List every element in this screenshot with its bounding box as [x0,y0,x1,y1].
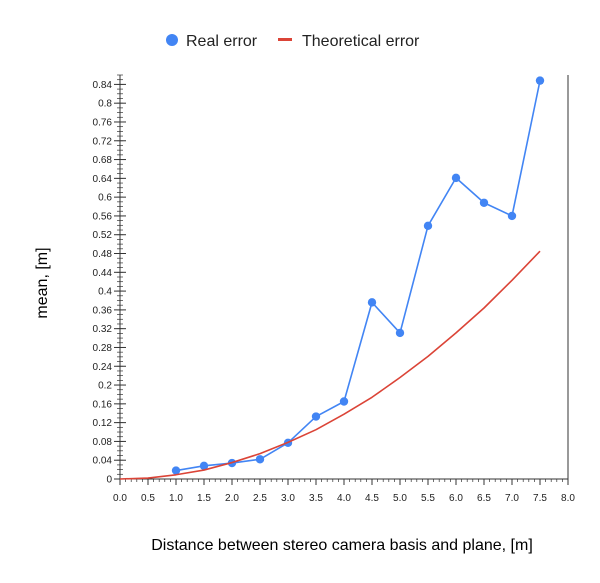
legend-marker-theoretical-error [278,38,292,41]
data-point-real-error [535,76,545,85]
y-tick-label: 0.32 [93,324,113,335]
x-tick-label: 4.5 [365,493,379,504]
data-point-real-error [367,298,377,307]
x-tick-label: 7.5 [533,493,547,504]
legend-marker-real-error [166,34,178,46]
x-tick-label: 7.0 [505,493,519,504]
data-point-real-error [171,466,181,475]
x-tick-label: 1.0 [169,493,183,504]
y-tick-label: 0.64 [93,174,113,185]
y-tick-label: 0.8 [98,99,112,110]
legend-label-real-error: Real error [186,33,258,50]
data-point-real-error [255,455,265,464]
series-line-theoretical-error [119,250,541,480]
data-point-real-error [395,328,405,338]
y-tick-label: 0.72 [93,136,113,147]
x-tick-label: 6.0 [449,493,463,504]
y-tick-label: 0.4 [98,287,112,298]
x-tick-label: 0.5 [141,493,155,504]
data-point-real-error [339,397,349,406]
data-point-real-error [423,221,433,230]
x-tick-label: 1.5 [197,493,211,504]
y-tick-label: 0.36 [93,305,113,316]
x-tick-label: 3.5 [309,493,323,504]
data-point-real-error [199,461,209,471]
y-tick-label: 0.44 [93,268,113,279]
y-tick-label: 0 [106,475,112,486]
x-tick-label: 8.0 [561,493,575,504]
y-axis: 0 0.04 0.08 0.12 0.16 0.2 0.24 0.28 0.32 0.36 0.4 0… [93,80,126,486]
plot-frame [116,74,569,482]
x-tick-label: 4.0 [337,493,351,504]
x-tick-label: 0.0 [113,493,127,504]
data-point-real-error [479,198,489,207]
y-tick-label: 0.76 [93,117,113,128]
x-axis-title: Distance between stereo camera basis and… [151,537,533,554]
data-point-real-error [507,211,517,221]
x-tick-label: 2.5 [253,493,267,504]
legend-label-theoretical-error: Theoretical error [302,33,420,50]
y-tick-label: 0.12 [93,418,113,429]
x-tick-label: 3.0 [281,493,295,504]
y-tick-label: 0.6 [98,193,112,204]
y-tick-label: 0.48 [93,249,113,260]
legend: Real error Theoretical error [166,33,420,50]
x-tick-label: 5.0 [393,493,407,504]
series-layer [119,76,545,480]
y-tick-label: 0.16 [93,399,113,410]
x-tick-label: 5.5 [421,493,435,504]
y-tick-label: 0.56 [93,211,113,222]
y-tick-label: 0.24 [93,362,113,373]
y-tick-label: 0.2 [98,381,112,392]
y-tick-label: 0.28 [93,343,113,354]
series-line-real-error [175,80,541,472]
data-point-real-error [311,412,321,421]
x-axis: 0.0 0.5 1.0 1.5 2.0 2.5 3.0 3.5 4.0 4.5 5.0 5.5 6.0 6… [113,479,575,504]
y-axis-title: mean, [m] [34,247,51,318]
y-tick-label: 0.08 [93,437,113,448]
y-tick-label: 0.52 [93,230,113,241]
y-tick-label: 0.04 [93,456,113,467]
y-tick-label: 0.84 [93,80,113,91]
data-point-real-error [451,173,461,183]
y-tick-label: 0.68 [93,155,113,166]
x-tick-label: 2.0 [225,493,239,504]
x-tick-label: 6.5 [477,493,491,504]
